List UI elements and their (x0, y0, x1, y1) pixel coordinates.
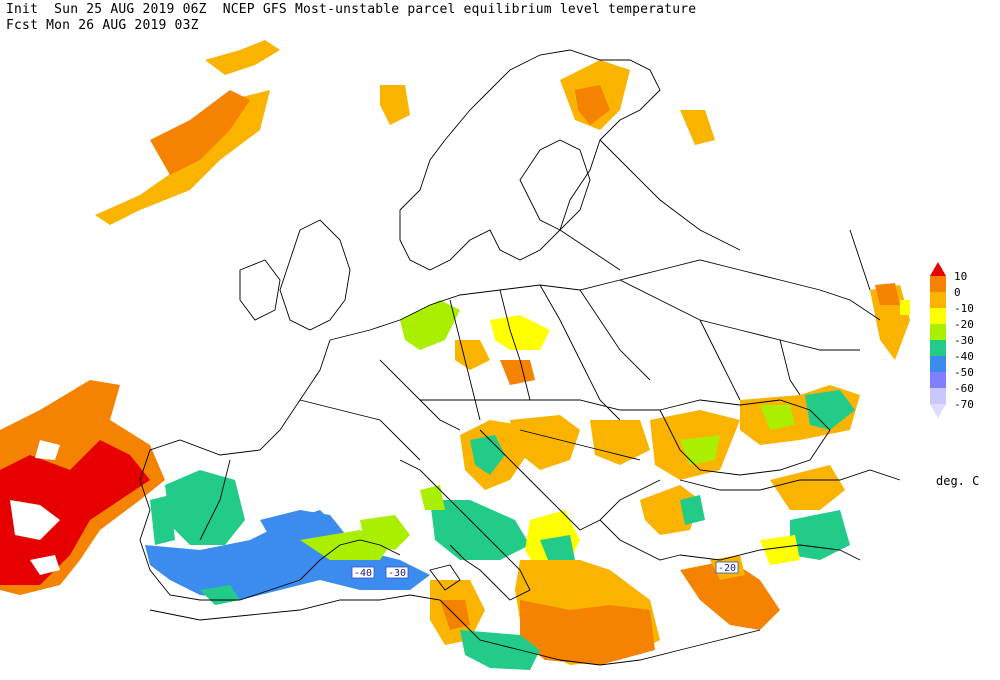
color-legend: 10 0 -10 -20 -30 -40 -50 -60 -70 (930, 262, 974, 418)
contour-labels: -40 -30 -20 (351, 561, 739, 579)
legend-swatch (930, 276, 946, 292)
contour-label-40: -40 (354, 568, 372, 579)
legend-label: -10 (954, 302, 974, 315)
legend-swatch (930, 308, 946, 324)
legend-label: -30 (954, 334, 974, 347)
legend-swatch (930, 324, 946, 340)
legend-top-triangle (930, 262, 946, 276)
field-layer (0, 40, 910, 670)
legend-swatch (930, 356, 946, 372)
legend-label: -60 (954, 382, 974, 395)
legend-label: -40 (954, 350, 974, 363)
coastlines-and-borders (139, 49, 901, 666)
legend-unit: deg. C (936, 474, 980, 488)
contour-label-30: -30 (388, 568, 406, 579)
legend-swatch (930, 340, 946, 356)
legend-swatch (930, 292, 946, 308)
legend-label: 10 (954, 270, 967, 283)
legend-label: -50 (954, 366, 974, 379)
legend-label: 0 (954, 286, 961, 299)
legend-swatch (930, 388, 946, 404)
contour-label-20: -20 (718, 563, 736, 574)
init-header: Init Sun 25 AUG 2019 06Z NCEP GFS Most-u… (6, 2, 697, 17)
legend-swatch (930, 372, 946, 388)
legend-bottom-triangle (930, 404, 946, 418)
forecast-header: Fcst Mon 26 AUG 2019 03Z (6, 18, 199, 33)
legend-label: -20 (954, 318, 974, 331)
legend-label: -70 (954, 398, 974, 411)
